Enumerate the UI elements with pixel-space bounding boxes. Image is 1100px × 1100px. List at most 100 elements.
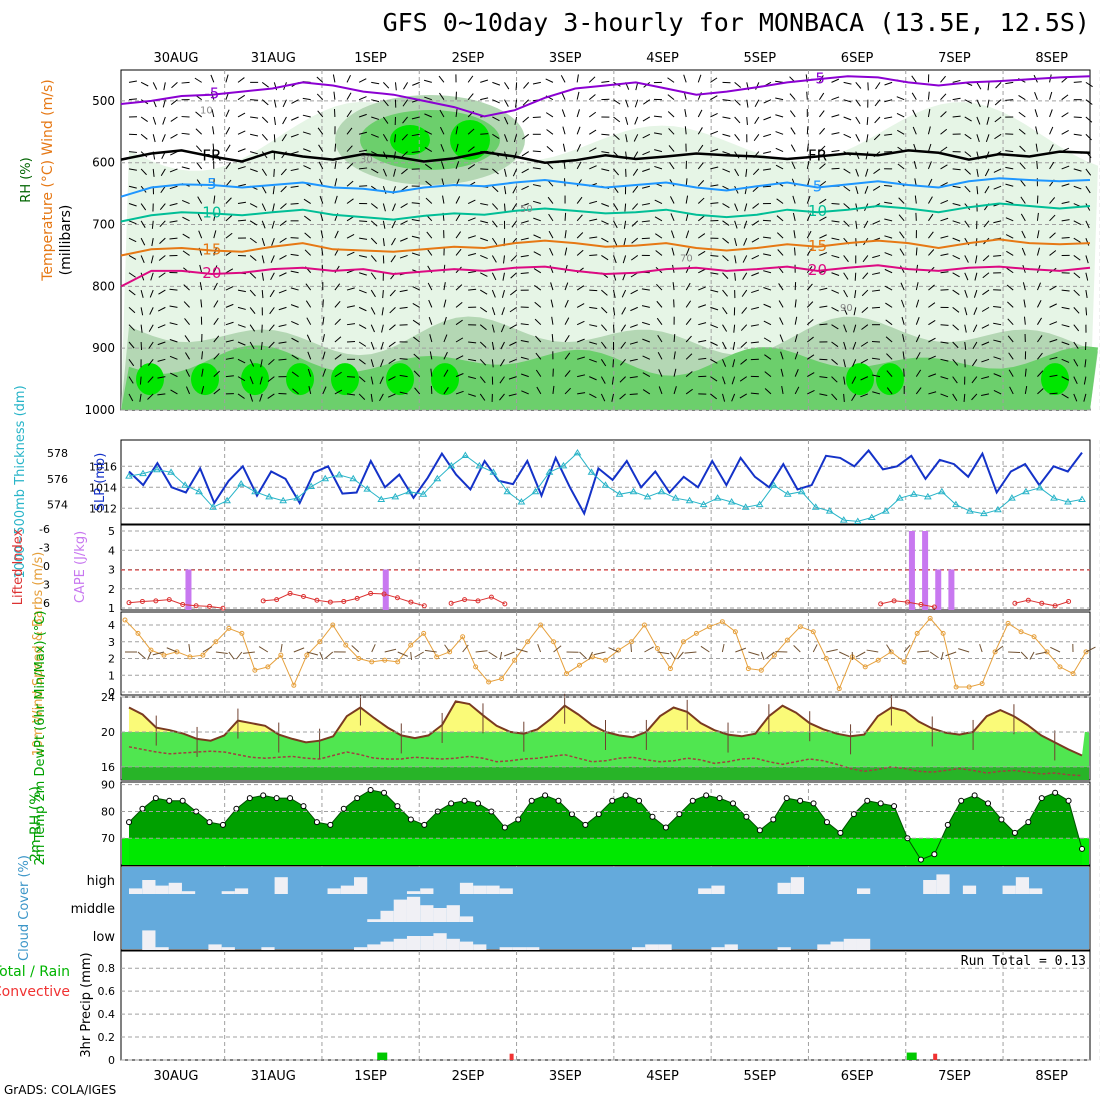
wind-barb [213, 388, 221, 395]
wind-barb [467, 199, 476, 204]
wind-barb [843, 289, 848, 298]
rh-marker [367, 787, 374, 794]
surface-wind-barb [236, 651, 243, 660]
wind-barb [316, 76, 324, 83]
wind-barb [927, 126, 931, 135]
wind-barb [843, 272, 849, 280]
wind-barb [273, 168, 275, 177]
wind-barb [734, 81, 742, 88]
wind-barb [981, 341, 990, 346]
surface-wind-barb [684, 651, 697, 654]
wind-barb [306, 317, 312, 325]
cloud-bar-middle [459, 916, 474, 922]
wind-barb [305, 300, 312, 308]
wind-barb [600, 359, 607, 367]
wind-barb [225, 109, 230, 118]
wind-barb [316, 93, 324, 101]
wind-barb [656, 283, 663, 291]
wind-barb [860, 358, 869, 364]
wind-barb [170, 133, 178, 139]
wind-barb [973, 307, 978, 315]
wind-barb [722, 99, 731, 102]
wind-barb [269, 289, 275, 298]
thickness-marker [937, 487, 946, 495]
wind-barb [346, 74, 351, 83]
wind-barb [775, 164, 784, 170]
wind-barb [479, 376, 486, 384]
li-marker [931, 604, 937, 610]
wind-barb [831, 324, 839, 330]
wind-barb [899, 231, 905, 239]
wind-barb [1061, 376, 1070, 381]
temp-contour-label: 20 [202, 264, 221, 282]
wind-barb [443, 334, 448, 343]
wind-speed-marker [784, 637, 790, 643]
wind-barb [303, 198, 311, 204]
wind-barb [754, 116, 760, 125]
wind-barb [875, 82, 881, 90]
wind-barb [334, 371, 342, 378]
wind-barb [1006, 267, 1014, 274]
wind-barb [413, 353, 421, 360]
wind-barb [401, 151, 408, 158]
rh-blob [846, 363, 874, 396]
wind-barb [359, 254, 368, 258]
cloud-bar-low [724, 944, 738, 950]
wind-speed-marker [317, 639, 323, 645]
wind-barb [439, 109, 445, 118]
wind-barb [1049, 91, 1053, 100]
wind-barb [237, 112, 246, 118]
ylabel-thickness: 1000~500mb Thickness (dm) [13, 385, 28, 578]
wind-barb [670, 213, 675, 222]
wind-barb [697, 180, 705, 187]
wind-barb [504, 82, 510, 90]
wind-barb [272, 186, 275, 195]
thickness-marker [965, 507, 974, 514]
wind-barb [213, 195, 216, 204]
cloud-bar-high [420, 888, 434, 894]
wind-barb [307, 351, 312, 360]
wind-barb [764, 388, 772, 395]
wind-barb [984, 168, 990, 177]
wind-barb [873, 168, 881, 175]
wind-barb [467, 128, 475, 135]
wind-speed-marker [810, 629, 816, 635]
wind-barb [862, 255, 869, 263]
wind-barb [763, 151, 772, 154]
wind-barb [576, 214, 583, 222]
wind-barb [819, 145, 826, 152]
wind-barb [576, 303, 585, 308]
wind-barb [685, 265, 691, 273]
rh-marker [931, 851, 938, 858]
wind-barb [197, 196, 203, 204]
li-marker [488, 594, 494, 600]
wind-barb [940, 146, 948, 153]
wind-barb [620, 341, 627, 349]
wind-barb [522, 116, 530, 123]
wind-barb [831, 393, 838, 401]
wind-barb [249, 220, 258, 226]
wind-barb [1061, 129, 1069, 135]
wind-barb [492, 168, 499, 175]
wind-barb [334, 160, 337, 169]
wind-barb [722, 168, 731, 173]
wind-barb [259, 393, 263, 402]
wind-barb [170, 99, 178, 105]
wind-barb [140, 289, 144, 298]
wind-barb [151, 238, 154, 247]
wind-barb [162, 116, 166, 125]
wind-barb [1073, 359, 1079, 367]
wind-barb [290, 168, 299, 172]
wind-barb [588, 94, 596, 101]
temp-contour-label: -5 [810, 69, 825, 87]
wind-barb [963, 393, 966, 402]
wind-barb [545, 78, 554, 83]
wind-barb [831, 289, 840, 294]
wind-barb [402, 116, 408, 124]
wind-barb [884, 201, 893, 205]
rh-marker [810, 800, 817, 807]
wind-barb [710, 148, 719, 153]
wind-barb [1037, 388, 1044, 395]
wind-tick-label: 4 [108, 619, 115, 632]
wind-barb [855, 99, 861, 107]
